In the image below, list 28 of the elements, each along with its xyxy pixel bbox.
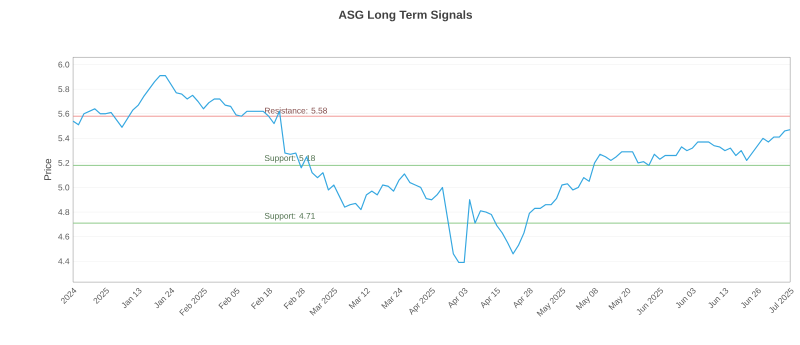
ref-line-label: Resistance: 5.58 [265,107,327,114]
x-tick-label: Apr 15 [481,287,500,308]
y-axis-title: Price [44,158,52,180]
x-tick-label: Feb 05 [218,288,240,310]
x-tick-label: May 20 [608,288,630,310]
x-tick-label: Apr 28 [514,288,533,308]
x-tick-label: Mar 12 [348,288,370,309]
y-tick-label: 4.4 [58,258,70,264]
chart-title: ASG Long Term Signals [338,10,472,22]
x-tick-label: Jan 13 [122,288,142,308]
x-tick-label: Apr 03 [448,288,468,308]
x-tick-label: Jan 24 [154,288,174,308]
y-tick-label: 5.8 [58,86,70,92]
x-tick-label: Mar 24 [381,288,402,309]
y-tick-label: 4.8 [58,208,70,215]
y-tick-label: 5.2 [58,160,70,166]
x-tick-label: May 08 [576,288,598,310]
y-tick-label: 5.4 [58,135,70,142]
x-tick-label: Jun 13 [708,288,728,308]
y-tick-label: 4.6 [58,234,70,240]
x-tick-label: Jun 26 [741,288,761,308]
y-tick-label: 5.0 [58,184,70,190]
x-tick-label: Jun 03 [676,288,696,308]
x-tick-label: Feb 28 [284,288,305,310]
x-tick-label: Feb 18 [250,288,272,310]
y-tick-label: 6.0 [58,62,70,68]
y-tick-label: 5.6 [58,110,70,117]
ref-line-label: Support: 4.71 [264,212,315,220]
